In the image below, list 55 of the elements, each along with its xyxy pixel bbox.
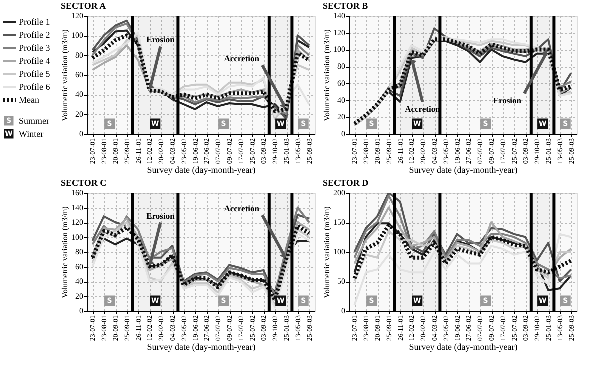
y-tick-label: 140 — [334, 12, 346, 20]
y-tick-label: 60 — [76, 70, 84, 80]
y-tick-label: 150 — [334, 218, 346, 227]
y-tick-label: 120 — [72, 12, 84, 20]
y-tick-label: 20 — [76, 292, 84, 301]
y-tick-label: 200 — [334, 188, 346, 198]
y-axis-title: Volumetric variation (m3/m) — [60, 29, 70, 122]
chart-title: SECTOR D — [323, 178, 370, 188]
y-tick-label: 40 — [338, 96, 346, 105]
y-tick-label: 100 — [72, 232, 84, 242]
chart-title: SECTOR B — [323, 1, 368, 11]
annotation: Erosion — [493, 96, 522, 106]
y-tick-label: 100 — [334, 45, 346, 54]
chart-title: SECTOR C — [61, 178, 107, 188]
x-axis-title: Survey date (day-month-year) — [147, 165, 256, 176]
y-tick-label: 100 — [334, 248, 346, 256]
annotation: Accretion — [224, 203, 260, 214]
annotation: Erosion — [146, 34, 176, 45]
y-tick-label: 60 — [338, 78, 346, 88]
x-axis-title: Survey date (day-month-year) — [409, 165, 518, 176]
y-tick-label: 40 — [76, 90, 84, 100]
y-tick-label: 60 — [76, 262, 84, 272]
legend-label: Profile 2 — [19, 30, 50, 40]
y-tick-label: 80 — [76, 50, 84, 60]
x-axis-title: Survey date (day-month-year) — [409, 342, 518, 352]
legend-label: Profile 3 — [19, 43, 51, 53]
y-axis-title: Volumetric variation (m3/m) — [60, 206, 70, 298]
chart-title: SECTOR A — [61, 1, 107, 11]
text: Summer — [19, 116, 50, 126]
y-tick-label: 160 — [72, 188, 84, 198]
legend-label: Profile 1 — [19, 17, 50, 27]
y-tick-label: 100 — [72, 31, 84, 40]
legend-label: Profile 5 — [19, 69, 51, 79]
y-tick-label: 40 — [76, 277, 84, 286]
y-tick-label: 50 — [338, 277, 346, 286]
y-tick-label: 0 — [80, 130, 84, 138]
y-tick-label: 120 — [72, 218, 84, 227]
annotation: Accretion — [224, 53, 260, 64]
y-tick-label: 0 — [80, 306, 84, 316]
y-tick-label: 80 — [338, 62, 346, 72]
y-axis-title: Volumetric variation (m3/m) — [322, 29, 332, 122]
legend-label: Mean — [19, 95, 40, 105]
text: Winter — [19, 129, 44, 139]
y-tick-label: 0 — [342, 130, 346, 138]
y-tick-label: 20 — [338, 112, 346, 122]
y-tick-label: 0 — [342, 306, 346, 316]
x-axis-title: Survey date (day-month-year) — [147, 342, 256, 352]
y-axis-title: Volumetric variation (m3/m) — [322, 206, 332, 298]
y-tick-label: 20 — [76, 110, 84, 119]
y-tick-label: 120 — [334, 28, 346, 38]
legend-label: Profile 4 — [19, 56, 51, 66]
y-tick-label: 140 — [72, 203, 84, 212]
annotation: Erosion — [146, 210, 176, 221]
legend-label: Profile 6 — [19, 82, 51, 92]
y-tick-label: 80 — [76, 248, 84, 256]
